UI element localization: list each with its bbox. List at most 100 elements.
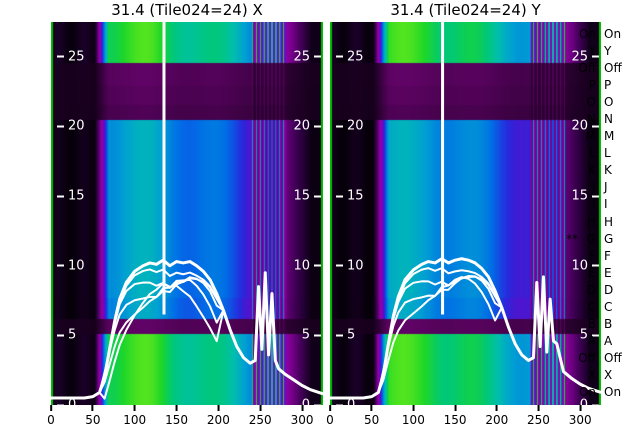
category-label-left: F <box>589 248 596 263</box>
profile-curve-secondary <box>330 275 601 400</box>
category-label-left: H <box>586 214 596 229</box>
panel-x: 31.4 (Tile024=24) X 25 20 15 10 5 0 25 20 15 10 5… <box>51 0 323 405</box>
category-label-left: P <box>588 78 596 93</box>
ytick-label: 10 <box>571 259 599 272</box>
xtick: 100 <box>402 405 425 427</box>
panel-y-title: 31.4 (Tile024=24) Y <box>390 1 541 19</box>
xtick: 50 <box>364 405 379 427</box>
xtick: 300 <box>291 405 314 427</box>
category-label-left: On <box>578 385 596 399</box>
ytick-label: 20 <box>571 120 599 133</box>
panel-x-profile-curve <box>51 22 323 400</box>
category-label-right: P <box>604 78 612 93</box>
category-label-left: B <box>587 316 596 331</box>
profile-curve-secondary <box>330 275 601 400</box>
ytick-label: 10 <box>336 259 364 272</box>
category-label-right: E <box>604 265 612 280</box>
category-label-left: I <box>592 197 596 212</box>
ytick-label: 25 <box>57 50 85 63</box>
ytick-label: 20 <box>293 120 321 133</box>
category-label-right: On <box>604 385 622 399</box>
category-label-right: A <box>604 333 613 348</box>
category-label-left: E <box>588 265 596 280</box>
profile-curve-secondary <box>51 271 323 400</box>
category-label-right: M <box>604 129 615 144</box>
category-label-right: K <box>604 163 612 178</box>
ytick-label: 10 <box>57 259 85 272</box>
xtick: 0 <box>326 405 334 427</box>
category-label-left: M <box>585 129 596 144</box>
category-label-left: C <box>587 299 596 314</box>
ytick-label: 15 <box>336 190 364 203</box>
xtick: 200 <box>207 405 230 427</box>
ytick-label: 15 <box>293 190 321 203</box>
profile-curve-secondary <box>51 271 323 400</box>
xtick: 100 <box>123 405 146 427</box>
xtick: 250 <box>249 405 272 427</box>
panel-x-heatmap <box>51 22 323 405</box>
category-label-right: H <box>604 214 614 229</box>
profile-curve-secondary <box>51 268 323 400</box>
category-label-right: Off <box>604 61 622 76</box>
category-label-left: J <box>592 180 596 195</box>
category-label-right: Y <box>604 44 612 59</box>
category-label-right: X <box>604 367 613 382</box>
category-label-right: G <box>604 231 614 246</box>
ytick-label: 25 <box>571 50 599 63</box>
xtick: 150 <box>165 405 188 427</box>
panel-y-profile-curve <box>330 22 601 400</box>
category-label-right: B <box>604 316 613 331</box>
panel-y-xaxis: 0 50 100 150 200 250 300 <box>326 405 601 440</box>
xtick: 0 <box>47 405 55 427</box>
ytick-label: 0 <box>580 399 599 405</box>
category-label-right: J <box>604 180 608 195</box>
category-label-right: D <box>604 282 614 297</box>
ytick-label: 25 <box>293 50 321 63</box>
panel-x-xaxis: 0 50 100 150 200 250 300 <box>47 405 323 440</box>
category-label-right: I <box>604 197 608 212</box>
xtick: 150 <box>444 405 467 427</box>
ytick-label: 15 <box>571 190 599 203</box>
xtick: 200 <box>485 405 508 427</box>
ytick-label: 20 <box>57 120 85 133</box>
profile-curve-main <box>51 258 323 400</box>
category-label-left: D <box>586 282 596 297</box>
category-label-right: C <box>604 299 613 314</box>
xtick: 50 <box>85 405 100 427</box>
category-label-left: G <box>586 231 596 246</box>
category-label-left: K <box>588 163 596 178</box>
category-label-right: On <box>604 27 622 41</box>
panel-y-plot-area: 25 20 15 10 5 0 25 20 15 10 5 0 <box>330 22 601 405</box>
category-label-left: O <box>586 95 596 110</box>
ytick-label: 5 <box>302 329 321 342</box>
category-label-left: On <box>578 27 596 41</box>
category-marker-stars: ** <box>566 231 578 246</box>
ytick-label: 5 <box>580 329 599 342</box>
category-label-right: F <box>604 248 611 263</box>
panel-y: 31.4 (Tile024=24) Y 25 20 15 10 5 0 25 20 15 10 5… <box>330 0 601 405</box>
profile-curve-secondary <box>51 271 323 400</box>
category-label-right: O <box>604 95 614 110</box>
profile-curve-secondary <box>51 271 323 400</box>
category-label-left: L <box>589 146 596 161</box>
category-label-left: A <box>587 333 596 348</box>
ytick-label: 5 <box>57 329 76 342</box>
ytick-label: 25 <box>336 50 364 63</box>
category-label-right: L <box>604 146 611 161</box>
category-label-left: X <box>587 367 596 382</box>
ytick-label: 20 <box>336 120 364 133</box>
ytick-label: 5 <box>336 329 355 342</box>
ytick-label: 0 <box>57 399 76 405</box>
category-label-right: Off <box>604 350 622 365</box>
xtick: 300 <box>569 405 592 427</box>
ytick-label: 10 <box>293 259 321 272</box>
panel-x-plot-area: 25 20 15 10 5 0 25 20 15 10 5 0 <box>51 22 323 405</box>
panel-x-title: 31.4 (Tile024=24) X <box>111 1 263 19</box>
profile-curve-secondary <box>330 275 601 400</box>
profile-curve-secondary <box>330 267 601 400</box>
ytick-label: 0 <box>336 399 355 405</box>
category-label-left: Y <box>588 44 596 59</box>
ytick-label: 15 <box>57 190 85 203</box>
profile-curve-main <box>330 257 601 400</box>
